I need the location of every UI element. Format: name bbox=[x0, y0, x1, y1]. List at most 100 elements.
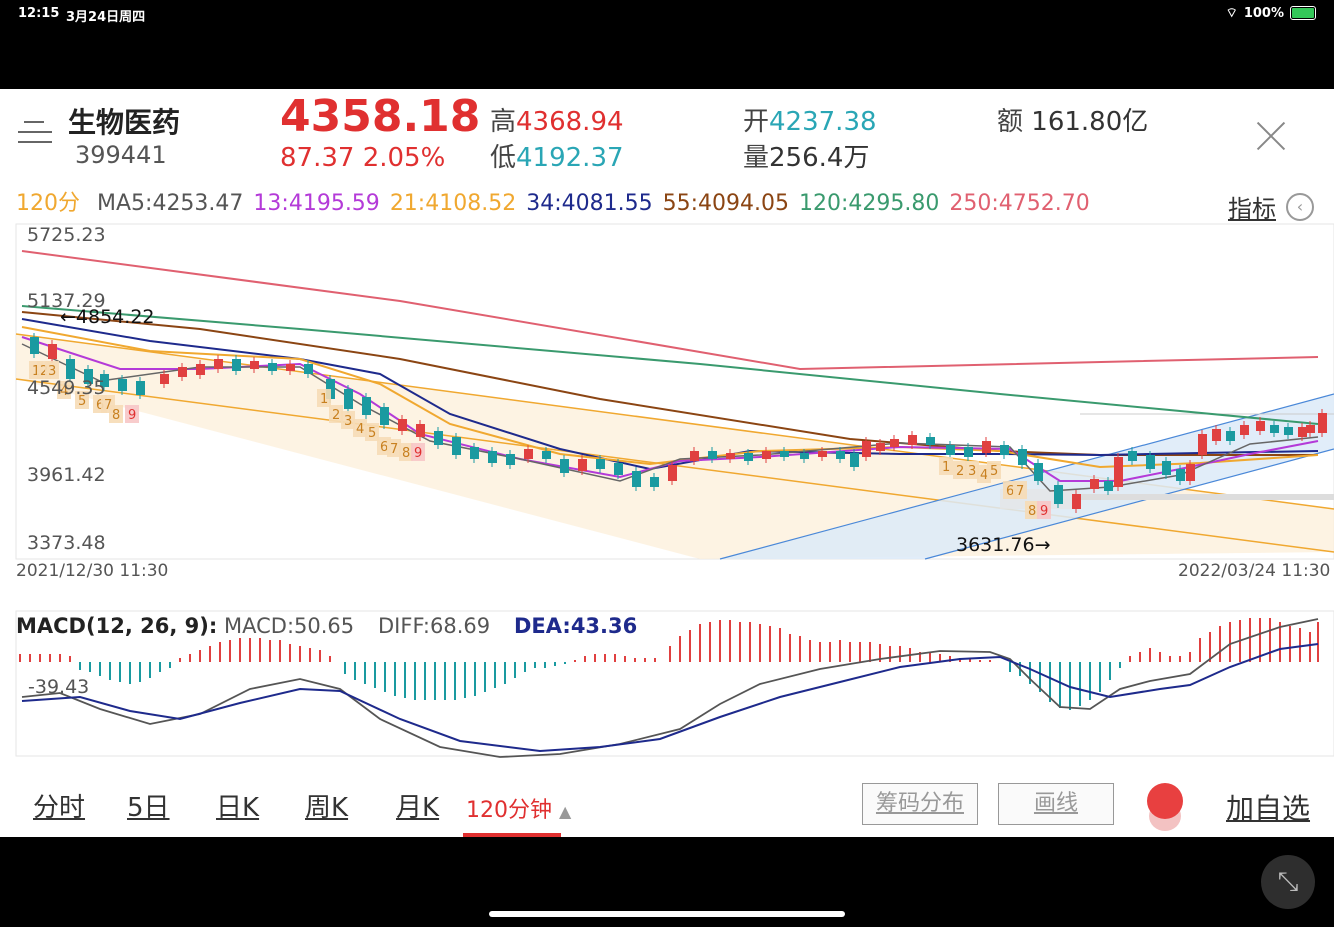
td-count-label: 2 bbox=[40, 364, 48, 379]
menu-icon[interactable] bbox=[18, 121, 52, 151]
candle-body bbox=[836, 451, 845, 459]
candle-body bbox=[1034, 463, 1043, 481]
td-count-label: 4 bbox=[60, 384, 68, 399]
status-right: ⌔ 100% bbox=[1226, 5, 1316, 21]
ma-items: MA5:4253.47 13:4195.59 21:4108.52 34:4081.5… bbox=[97, 191, 1100, 216]
candle-body bbox=[196, 364, 205, 375]
td-count-label: 1 bbox=[320, 392, 328, 407]
chip-distribution-button[interactable]: 筹码分布 bbox=[862, 783, 978, 825]
td-count-label: 3 bbox=[968, 464, 976, 479]
tab-fenshi[interactable]: 分时 bbox=[33, 793, 86, 823]
candle-body bbox=[1090, 479, 1099, 489]
tab-day-k[interactable]: 日K bbox=[216, 793, 260, 823]
tab-5day[interactable]: 5日 bbox=[127, 793, 170, 823]
draw-line-button[interactable]: 画线 bbox=[998, 783, 1114, 825]
candle-body bbox=[100, 374, 109, 387]
td-count-box bbox=[1025, 501, 1039, 519]
td-count-box bbox=[953, 461, 967, 479]
open-value: 开4237.38 bbox=[743, 107, 877, 137]
td-count-box bbox=[125, 405, 139, 423]
candle-body bbox=[452, 437, 461, 455]
candle-body bbox=[506, 454, 515, 465]
candle-body bbox=[1240, 425, 1249, 435]
candle-body bbox=[304, 364, 313, 374]
candle-body bbox=[964, 447, 973, 457]
add-watchlist-button[interactable]: 加自选 bbox=[1226, 792, 1311, 825]
ma-legend-item: 34:4081.55 bbox=[526, 191, 653, 216]
ma5-line bbox=[21, 343, 1319, 492]
td-count-label: 7 bbox=[390, 442, 398, 457]
candle-body bbox=[542, 451, 551, 459]
candle-body bbox=[1306, 425, 1315, 433]
td-count-label: 6 bbox=[96, 398, 104, 413]
candle-body bbox=[1128, 451, 1137, 461]
candle-body bbox=[380, 407, 389, 425]
candle-body bbox=[1162, 461, 1171, 475]
candle-body bbox=[1198, 434, 1207, 455]
candle-body bbox=[66, 359, 75, 379]
collapse-icon[interactable]: ⤡ bbox=[1261, 855, 1315, 909]
candle-body bbox=[596, 459, 605, 469]
candle-body bbox=[1186, 464, 1195, 481]
td-count-box bbox=[987, 461, 1001, 479]
td-count-label: 5 bbox=[368, 426, 376, 441]
td-count-label: 2 bbox=[956, 464, 964, 479]
td-count-label: 6 bbox=[1006, 484, 1014, 499]
candle-body bbox=[232, 359, 241, 371]
y-tick-label: 4549.35 bbox=[27, 377, 106, 399]
td-count-box bbox=[965, 461, 979, 479]
tab-week-k[interactable]: 周K bbox=[305, 793, 349, 823]
td-count-box bbox=[387, 439, 401, 457]
td-count-box bbox=[353, 419, 367, 437]
candle-body bbox=[1018, 449, 1027, 465]
candle-body bbox=[214, 359, 223, 369]
tab-120min[interactable]: 120分钟 ▲ bbox=[466, 798, 572, 823]
indicator-button[interactable]: 指标 bbox=[1228, 195, 1276, 223]
candle-body bbox=[488, 451, 497, 463]
td-count-box bbox=[317, 389, 331, 407]
candle-body bbox=[876, 443, 885, 451]
candle-body bbox=[136, 381, 145, 395]
record-button[interactable] bbox=[1147, 783, 1183, 819]
dea-value: DEA:43.36 bbox=[514, 614, 637, 638]
high-value: 高4368.94 bbox=[490, 107, 624, 137]
candle-body bbox=[398, 419, 407, 431]
battery-percent: 100% bbox=[1243, 5, 1284, 21]
candle-body bbox=[946, 445, 955, 455]
up-channel-top bbox=[719, 393, 1334, 560]
y-tick-label: 5137.29 bbox=[27, 290, 106, 312]
close-icon[interactable] bbox=[1256, 121, 1286, 151]
y-tick-label: 5725.23 bbox=[27, 224, 106, 246]
status-time: 12:15 bbox=[18, 6, 60, 21]
chevron-left-icon[interactable]: ‹ bbox=[1286, 193, 1314, 221]
home-indicator bbox=[489, 911, 845, 917]
ma-legend-item: 55:4094.05 bbox=[662, 191, 789, 216]
candle-body bbox=[1212, 429, 1221, 441]
wifi-icon: ⌔ bbox=[1225, 6, 1238, 21]
candle-body bbox=[1318, 413, 1327, 433]
candle-body bbox=[250, 361, 259, 369]
ma21-line bbox=[21, 326, 1319, 469]
td-count-box bbox=[45, 361, 59, 379]
kline-chart[interactable]: 1 2 345 6 78 912 34 56 7 8 91 2 3 4 56 78 95725.235137.2… bbox=[0, 219, 1334, 764]
td-count-label: 6 bbox=[380, 440, 388, 455]
candle-body bbox=[632, 471, 641, 487]
candle-body bbox=[1298, 427, 1307, 437]
x-end-label: 2022/03/24 11:30 bbox=[1178, 561, 1330, 581]
candle-body bbox=[560, 459, 569, 473]
candle-body bbox=[178, 367, 187, 377]
ma-legend-item: 250:4752.70 bbox=[949, 191, 1090, 216]
td-count-label: 5 bbox=[78, 394, 86, 409]
td-count-box bbox=[399, 443, 413, 461]
y-tick-label: 3961.42 bbox=[27, 464, 106, 486]
candle-body bbox=[1226, 431, 1235, 441]
candle-body bbox=[1114, 457, 1123, 487]
td-count-label: 3 bbox=[48, 364, 56, 379]
candle-body bbox=[1000, 445, 1009, 455]
candle-body bbox=[524, 449, 533, 459]
tab-month-k[interactable]: 月K bbox=[396, 793, 440, 823]
candle-body bbox=[800, 453, 809, 459]
candle-body bbox=[1146, 455, 1155, 469]
candle-body bbox=[84, 369, 93, 384]
stock-name: 生物医药 bbox=[68, 106, 181, 139]
